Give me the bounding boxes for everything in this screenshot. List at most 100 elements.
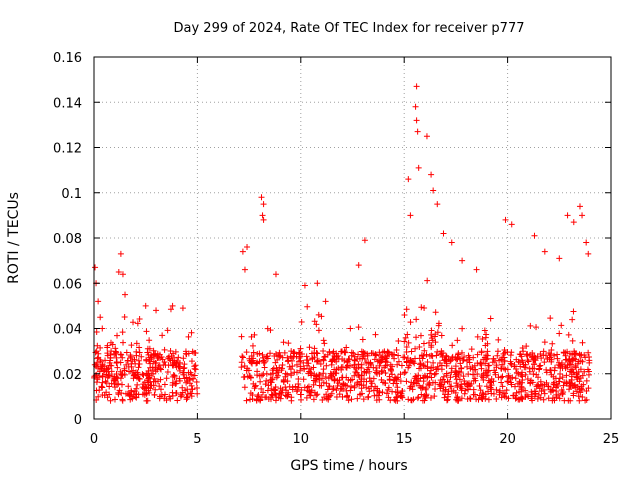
data-point [256, 350, 263, 357]
data-point [381, 364, 388, 371]
data-point [484, 372, 491, 379]
data-point [404, 331, 411, 338]
data-point [578, 351, 585, 358]
data-point [304, 303, 311, 310]
data-point [325, 394, 332, 401]
data-point [485, 367, 492, 374]
data-point [413, 83, 420, 90]
data-point [560, 382, 567, 389]
data-point [188, 329, 195, 336]
data-point [421, 347, 428, 354]
data-point [575, 393, 582, 400]
data-point [112, 345, 119, 352]
data-point [354, 369, 361, 376]
data-point [397, 371, 404, 378]
data-point [248, 359, 255, 366]
data-point [418, 391, 425, 398]
data-point [333, 394, 340, 401]
data-point [540, 396, 547, 403]
data-point [493, 362, 500, 369]
data-point [93, 379, 100, 386]
data-point [437, 385, 444, 392]
data-point [440, 373, 447, 380]
data-point [133, 348, 140, 355]
data-point [438, 332, 445, 339]
data-point [293, 388, 300, 395]
data-point [360, 396, 367, 403]
data-point [252, 382, 259, 389]
data-point [460, 373, 467, 380]
data-point [127, 352, 134, 359]
data-point [547, 386, 554, 393]
data-point [305, 360, 312, 367]
data-point [389, 363, 396, 370]
data-point [316, 371, 323, 378]
data-point [412, 103, 419, 110]
data-point [351, 357, 358, 364]
data-point [448, 239, 455, 246]
data-point [465, 352, 472, 359]
data-point [401, 369, 408, 376]
data-point [461, 380, 468, 387]
data-point [130, 367, 137, 374]
data-point [382, 370, 389, 377]
data-point [376, 362, 383, 369]
y-axis-label: ROTI / TECUs [6, 192, 22, 284]
data-point [531, 356, 538, 363]
data-point [146, 345, 153, 352]
data-point [533, 324, 540, 331]
data-point [134, 369, 141, 376]
data-point [192, 362, 199, 369]
data-point [297, 367, 304, 374]
data-point [279, 354, 286, 361]
data-point [569, 316, 576, 323]
data-point [267, 394, 274, 401]
data-point [342, 382, 349, 389]
data-point [310, 396, 317, 403]
data-point [558, 322, 565, 329]
data-point [418, 304, 425, 311]
data-point [568, 361, 575, 368]
data-point [253, 397, 260, 404]
data-point [480, 377, 487, 384]
data-point [254, 359, 261, 366]
data-point [399, 388, 406, 395]
data-point [254, 368, 261, 375]
data-point [267, 327, 274, 334]
data-point [258, 372, 265, 379]
data-point [111, 377, 118, 384]
data-point [494, 348, 501, 355]
data-point [326, 349, 333, 356]
data-point [583, 377, 590, 384]
data-point [470, 371, 477, 378]
data-point [467, 395, 474, 402]
data-point [319, 375, 326, 382]
data-point [578, 383, 585, 390]
data-point [470, 386, 477, 393]
data-point [405, 396, 412, 403]
data-point [564, 212, 571, 219]
data-point [452, 363, 459, 370]
data-point [513, 366, 520, 373]
data-point [113, 374, 120, 381]
data-point [566, 386, 573, 393]
data-point [491, 357, 498, 364]
data-point [441, 394, 448, 401]
x-tick-label: 15 [396, 432, 413, 447]
data-point [372, 351, 379, 358]
data-point [371, 356, 378, 363]
y-tick-labels: 0 0.02 0.04 0.06 0.08 0.1 0.12 0.14 0.16 [53, 51, 82, 428]
data-point [361, 376, 368, 383]
data-point [193, 379, 200, 386]
data-point [428, 344, 435, 351]
data-point [273, 374, 280, 381]
data-point [434, 363, 441, 370]
data-point [491, 367, 498, 374]
data-point [303, 353, 310, 360]
data-point [194, 390, 201, 397]
data-point [244, 373, 251, 380]
data-point [452, 368, 459, 375]
data-point [265, 382, 272, 389]
data-point [519, 359, 526, 366]
data-point [179, 389, 186, 396]
